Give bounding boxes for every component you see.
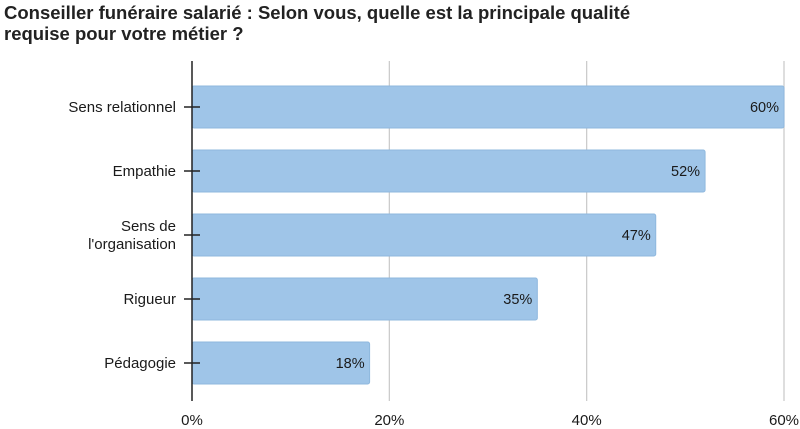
category-label-3: Rigueur [123, 291, 176, 308]
category-label-4: Pédagogie [104, 355, 176, 372]
category-label-2-0: Sens de [121, 218, 176, 235]
x-tick-label-3: 60% [769, 412, 799, 429]
bar-3 [191, 277, 538, 321]
category-label-0: Sens relationnel [68, 99, 176, 116]
category-label-1: Empathie [113, 163, 176, 180]
x-tick-label-2: 40% [572, 412, 602, 429]
value-label-3: 35% [503, 292, 532, 308]
value-label-0: 60% [750, 100, 779, 116]
bar-0 [191, 85, 785, 129]
x-tick-label-0: 0% [181, 412, 203, 429]
value-label-1: 52% [671, 164, 700, 180]
x-tick-label-1: 20% [374, 412, 404, 429]
category-label-2-1: l'organisation [88, 236, 176, 253]
value-label-4: 18% [336, 356, 365, 372]
chart-title-line-1: Conseiller funéraire salarié : Selon vou… [4, 2, 631, 23]
chart-title: Conseiller funéraire salarié : Selon vou… [4, 2, 794, 44]
value-label-2: 47% [622, 228, 651, 244]
bar-1 [191, 149, 706, 193]
chart-title-line-2: requise pour votre métier ? [4, 23, 244, 44]
bar-2 [191, 213, 657, 257]
